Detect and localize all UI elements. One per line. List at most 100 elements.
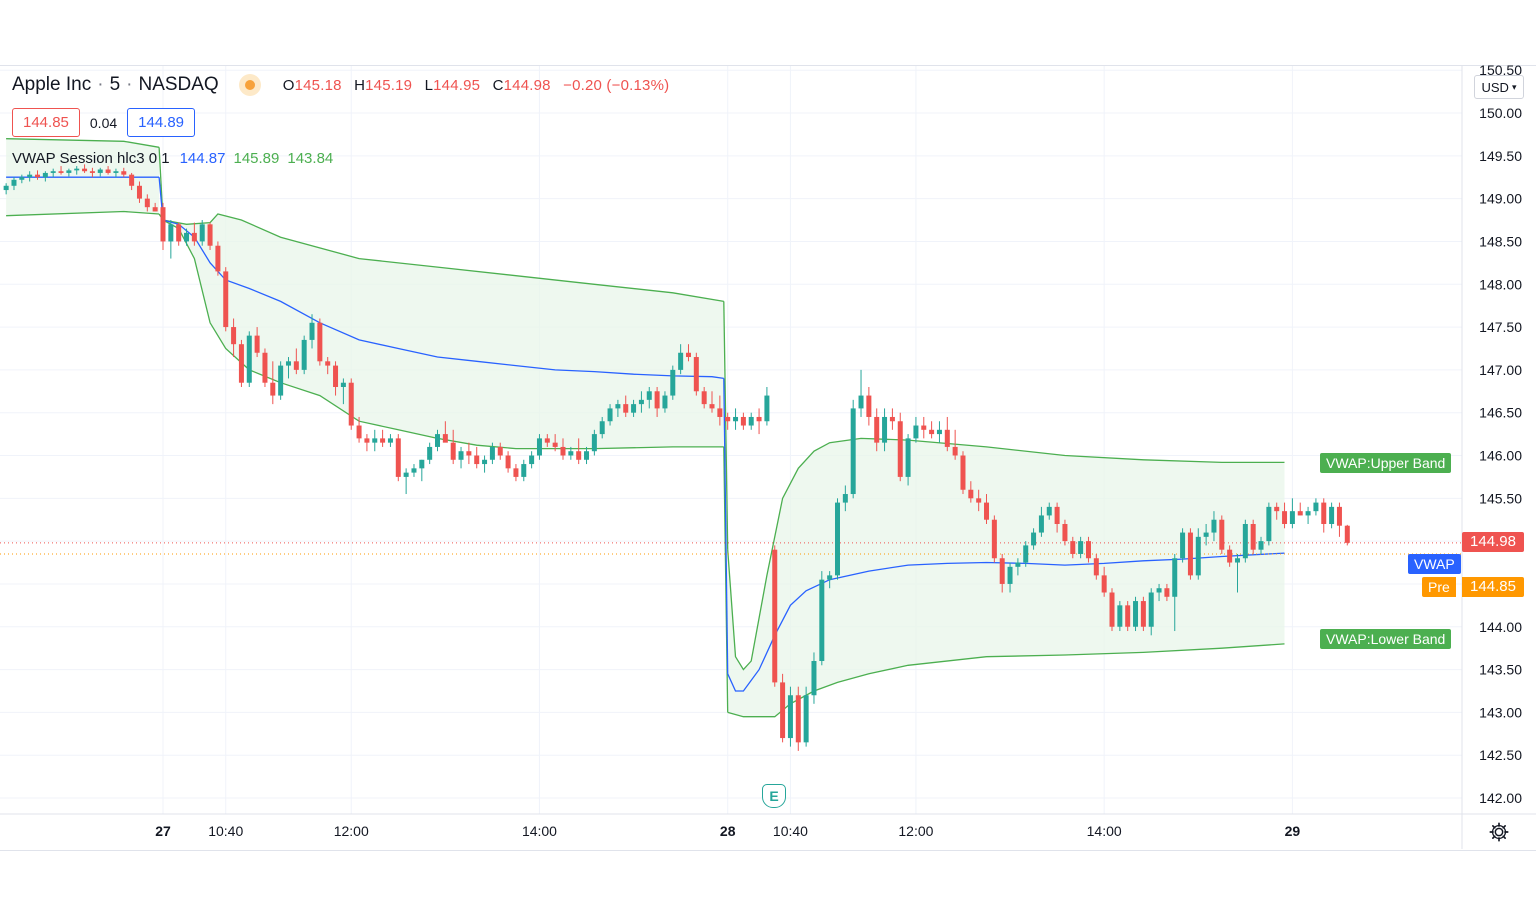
candle-body xyxy=(348,382,354,426)
candle-body xyxy=(678,352,684,370)
currency-select[interactable]: USD ▾ xyxy=(1474,75,1524,99)
candle-body xyxy=(819,579,825,661)
candle-body xyxy=(293,361,299,370)
candle-body xyxy=(42,172,48,178)
vwap-bands xyxy=(6,138,1285,718)
y-tick-label: 148.50 xyxy=(1479,233,1522,249)
x-tick-label: 14:00 xyxy=(522,823,557,839)
candle-body xyxy=(544,438,550,443)
candle-body xyxy=(442,434,448,443)
candle-body xyxy=(513,468,519,477)
candle-body xyxy=(850,408,856,495)
candle-body xyxy=(1344,525,1350,543)
candle-body xyxy=(1140,601,1146,627)
candle-body xyxy=(811,661,817,696)
candle-body xyxy=(1148,592,1154,627)
x-tick-label: 12:00 xyxy=(898,823,933,839)
candle-body xyxy=(1085,541,1091,559)
candle-body xyxy=(215,245,221,272)
candle-body xyxy=(505,455,511,469)
sell-price-button[interactable]: 144.85 xyxy=(12,108,80,137)
candle-body xyxy=(921,425,927,430)
buy-price-button[interactable]: 144.89 xyxy=(127,108,196,137)
candle-body xyxy=(1093,558,1099,576)
candle-body xyxy=(35,174,41,178)
candle-body xyxy=(356,425,362,439)
candle-body xyxy=(882,416,888,443)
candle-body xyxy=(121,171,127,175)
candle-body xyxy=(372,438,378,443)
candle-body xyxy=(1187,532,1193,576)
candle-body xyxy=(725,416,731,422)
indicator-name[interactable]: VWAP Session hlc3 0 1 xyxy=(12,150,170,167)
candle-body xyxy=(1195,536,1201,576)
y-tick-label: 146.50 xyxy=(1479,405,1522,421)
candle-body xyxy=(152,207,158,212)
candle-body xyxy=(262,352,268,383)
y-tick-label: 149.50 xyxy=(1479,148,1522,164)
lower-band-tag: VWAP:Lower Band xyxy=(1320,629,1452,649)
y-tick-label: 143.50 xyxy=(1479,662,1522,678)
candle-body xyxy=(136,185,142,199)
candle-body xyxy=(623,404,629,413)
high-value: 145.19 xyxy=(365,76,413,94)
symbol-name[interactable]: Apple Inc xyxy=(12,74,92,95)
candle-body xyxy=(231,327,237,345)
candle-body xyxy=(497,446,503,456)
x-tick-label: 14:00 xyxy=(1087,823,1122,839)
candle-body xyxy=(419,459,425,469)
candle-body xyxy=(403,472,409,477)
candlestick-series xyxy=(3,164,1350,751)
exchange: NASDAQ xyxy=(138,74,219,95)
candle-body xyxy=(1266,506,1272,542)
high-label: H xyxy=(354,76,366,94)
candle-body xyxy=(333,365,339,387)
candle-body xyxy=(733,416,739,422)
candle-body xyxy=(238,344,244,383)
axes: 142.00142.50143.00143.50144.00144.50145.… xyxy=(0,62,1536,849)
candle-body xyxy=(1172,558,1178,597)
candle-body xyxy=(599,421,605,435)
band-fill xyxy=(727,438,1285,717)
x-tick-label: 27 xyxy=(155,823,171,839)
close-label: C xyxy=(492,76,504,94)
candle-body xyxy=(285,361,291,366)
candle-body xyxy=(82,168,88,172)
candle-body xyxy=(560,446,566,456)
candle-body xyxy=(50,171,56,173)
market-status-icon[interactable] xyxy=(238,74,261,96)
candle-body xyxy=(325,361,331,366)
candle-body xyxy=(364,438,370,443)
earnings-marker-icon[interactable]: E xyxy=(762,784,786,808)
lower-band-value: 143.84 xyxy=(287,150,334,167)
candle-body xyxy=(1305,511,1311,516)
interval[interactable]: 5 xyxy=(109,74,121,95)
candle-body xyxy=(984,502,990,520)
candle-body xyxy=(929,429,935,435)
x-tick-label: 29 xyxy=(1285,823,1301,839)
bid-ask-row: 144.85 0.04 144.89 xyxy=(12,108,196,137)
candle-body xyxy=(223,271,229,328)
upper-band-value: 145.89 xyxy=(233,150,280,167)
candle-body xyxy=(340,382,346,387)
x-tick-label: 10:40 xyxy=(208,823,243,839)
candle-body xyxy=(693,357,699,392)
candle-body xyxy=(827,575,833,580)
candle-body xyxy=(991,519,997,559)
gear-icon[interactable] xyxy=(1488,821,1510,843)
candle-body xyxy=(74,168,80,171)
candle-body xyxy=(58,171,64,173)
candle-body xyxy=(756,416,762,422)
last-price-tag: 144.98 xyxy=(1462,532,1524,552)
candle-body xyxy=(450,442,456,460)
y-tick-label: 147.00 xyxy=(1479,362,1522,378)
candle-body xyxy=(913,425,919,439)
candle-body xyxy=(631,404,637,413)
candle-body xyxy=(19,177,25,180)
candle-body xyxy=(184,232,190,242)
indicator-legend[interactable]: VWAP Session hlc3 0 1 144.87 145.89 143.… xyxy=(12,150,333,167)
candle-body xyxy=(536,438,542,456)
low-label: L xyxy=(424,76,434,94)
change-value: −0.20 (−0.13%) xyxy=(563,76,670,94)
